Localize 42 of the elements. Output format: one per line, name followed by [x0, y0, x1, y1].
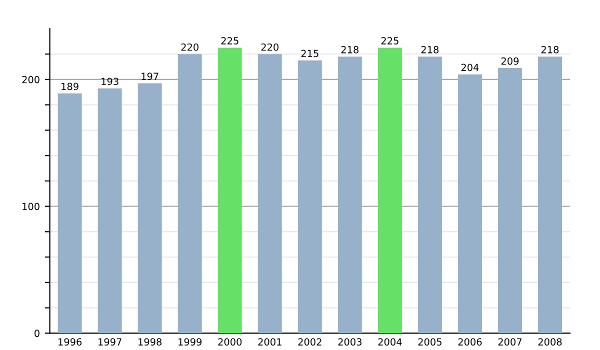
data-label: 218 — [541, 46, 559, 54]
bar — [178, 54, 202, 334]
x-tick-label: 2006 — [458, 338, 482, 346]
x-tick-label: 2004 — [378, 338, 402, 346]
bar — [98, 88, 122, 334]
x-tick-label: 1996 — [58, 338, 82, 346]
data-label: 218 — [421, 46, 439, 54]
bar — [218, 48, 242, 334]
bar — [418, 56, 442, 334]
x-tick-label: 2000 — [218, 338, 242, 346]
data-label: 218 — [341, 46, 359, 54]
x-tick-label: 2003 — [338, 338, 362, 346]
y-tick-label: 0 — [34, 330, 40, 338]
data-label: 225 — [221, 37, 238, 44]
x-tick-label: 2007 — [498, 338, 522, 346]
x-tick-label: 2001 — [258, 338, 282, 346]
x-tick-label: 2005 — [418, 338, 442, 346]
data-label: 197 — [142, 72, 158, 80]
x-tick-label: 1999 — [178, 338, 202, 346]
data-label: 220 — [181, 43, 198, 51]
bar — [298, 60, 322, 334]
data-label: 204 — [461, 64, 479, 72]
bar — [378, 48, 402, 334]
y-tick-label: 100 — [22, 202, 40, 210]
x-tick-label: 2008 — [538, 338, 562, 346]
bar — [58, 93, 82, 334]
data-label: 189 — [62, 82, 78, 90]
bar — [498, 68, 522, 334]
bar — [258, 54, 282, 334]
bar — [138, 83, 162, 334]
bar — [458, 74, 482, 334]
x-tick-label: 1997 — [98, 338, 122, 346]
bar — [338, 56, 362, 334]
data-label: 215 — [301, 50, 318, 58]
y-tick-label: 200 — [22, 76, 40, 84]
x-tick-label: 1998 — [138, 338, 162, 346]
x-tick-label: 2002 — [298, 338, 322, 346]
data-label: 225 — [381, 37, 398, 44]
bar — [538, 56, 562, 334]
data-label: 193 — [102, 78, 118, 86]
data-label: 220 — [261, 43, 279, 51]
data-label: 209 — [501, 57, 519, 65]
